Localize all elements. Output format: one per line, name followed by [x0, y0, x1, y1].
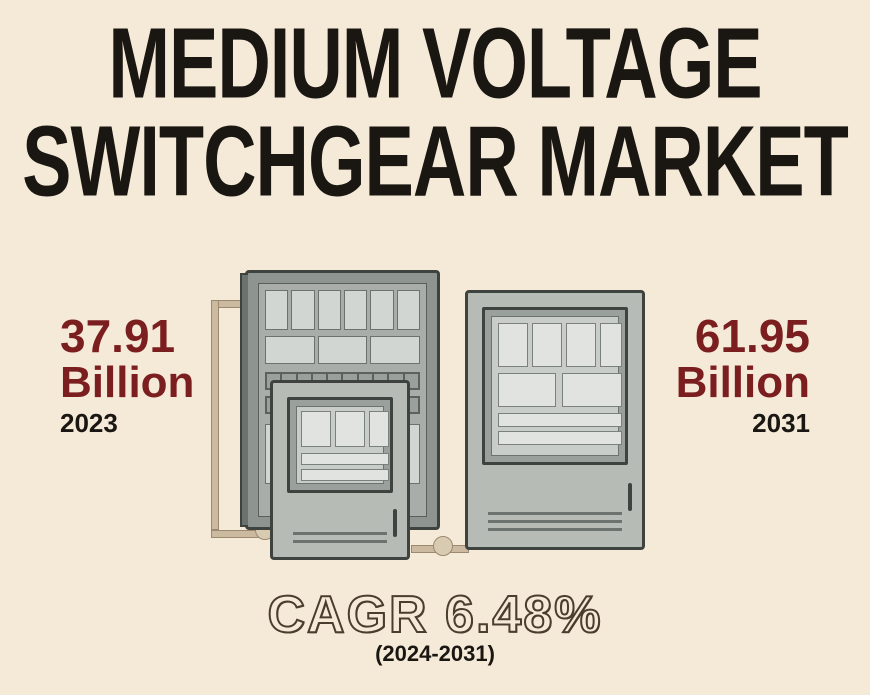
panel-slot [265, 290, 288, 330]
panel-slot [397, 290, 420, 330]
stat-left: 37.91 Billion 2023 [60, 312, 194, 439]
module [532, 323, 562, 367]
module [566, 323, 596, 367]
stat-right-unit: Billion [676, 360, 810, 406]
panel-slot [344, 290, 367, 330]
module [301, 453, 389, 465]
panel-slot [291, 290, 314, 330]
stat-left-year: 2023 [60, 408, 194, 439]
module [498, 431, 622, 445]
cagr-label: CAGR 6.48% [0, 585, 870, 645]
cabinet-window [482, 307, 628, 465]
panel-row [265, 336, 420, 364]
cagr-block: CAGR 6.48% (2024-2031) [0, 585, 870, 667]
panel-slot [265, 336, 315, 364]
cabinet-front-small [270, 380, 410, 560]
title-line-1: MEDIUM VOLTAGE [0, 18, 870, 110]
cabinet-door [240, 273, 248, 527]
vent [488, 520, 622, 523]
panel-slot [318, 336, 368, 364]
panel-slot [370, 336, 420, 364]
panel-slot [370, 290, 393, 330]
stat-right-value: 61.95 [676, 312, 810, 360]
pipe-segment [211, 300, 219, 530]
vent [293, 540, 387, 543]
stat-left-unit: Billion [60, 360, 194, 406]
module [562, 373, 622, 407]
module [335, 411, 365, 447]
module [369, 411, 389, 447]
module [600, 323, 622, 367]
module [301, 469, 389, 481]
window-pane [296, 406, 384, 484]
module [498, 373, 556, 407]
cabinet-window [287, 397, 393, 493]
panel-slot [318, 290, 341, 330]
handle-icon [628, 483, 632, 511]
vent [488, 512, 622, 515]
stat-right: 61.95 Billion 2031 [676, 312, 810, 439]
module [301, 411, 331, 447]
cagr-period: (2024-2031) [0, 641, 870, 667]
switchgear-illustration [215, 260, 655, 590]
stat-left-value: 37.91 [60, 312, 194, 360]
module [498, 323, 528, 367]
vent [488, 528, 622, 531]
title-block: MEDIUM VOLTAGE SWITCHGEAR MARKET [0, 0, 870, 184]
module [498, 413, 622, 427]
title-line-2: SWITCHGEAR MARKET [0, 116, 870, 208]
stat-right-year: 2031 [676, 408, 810, 439]
handle-icon [393, 509, 397, 537]
cabinet-front-large [465, 290, 645, 550]
vent [293, 532, 387, 535]
pipe-joint-icon [433, 536, 453, 556]
window-pane [491, 316, 619, 456]
panel-row [265, 290, 420, 330]
